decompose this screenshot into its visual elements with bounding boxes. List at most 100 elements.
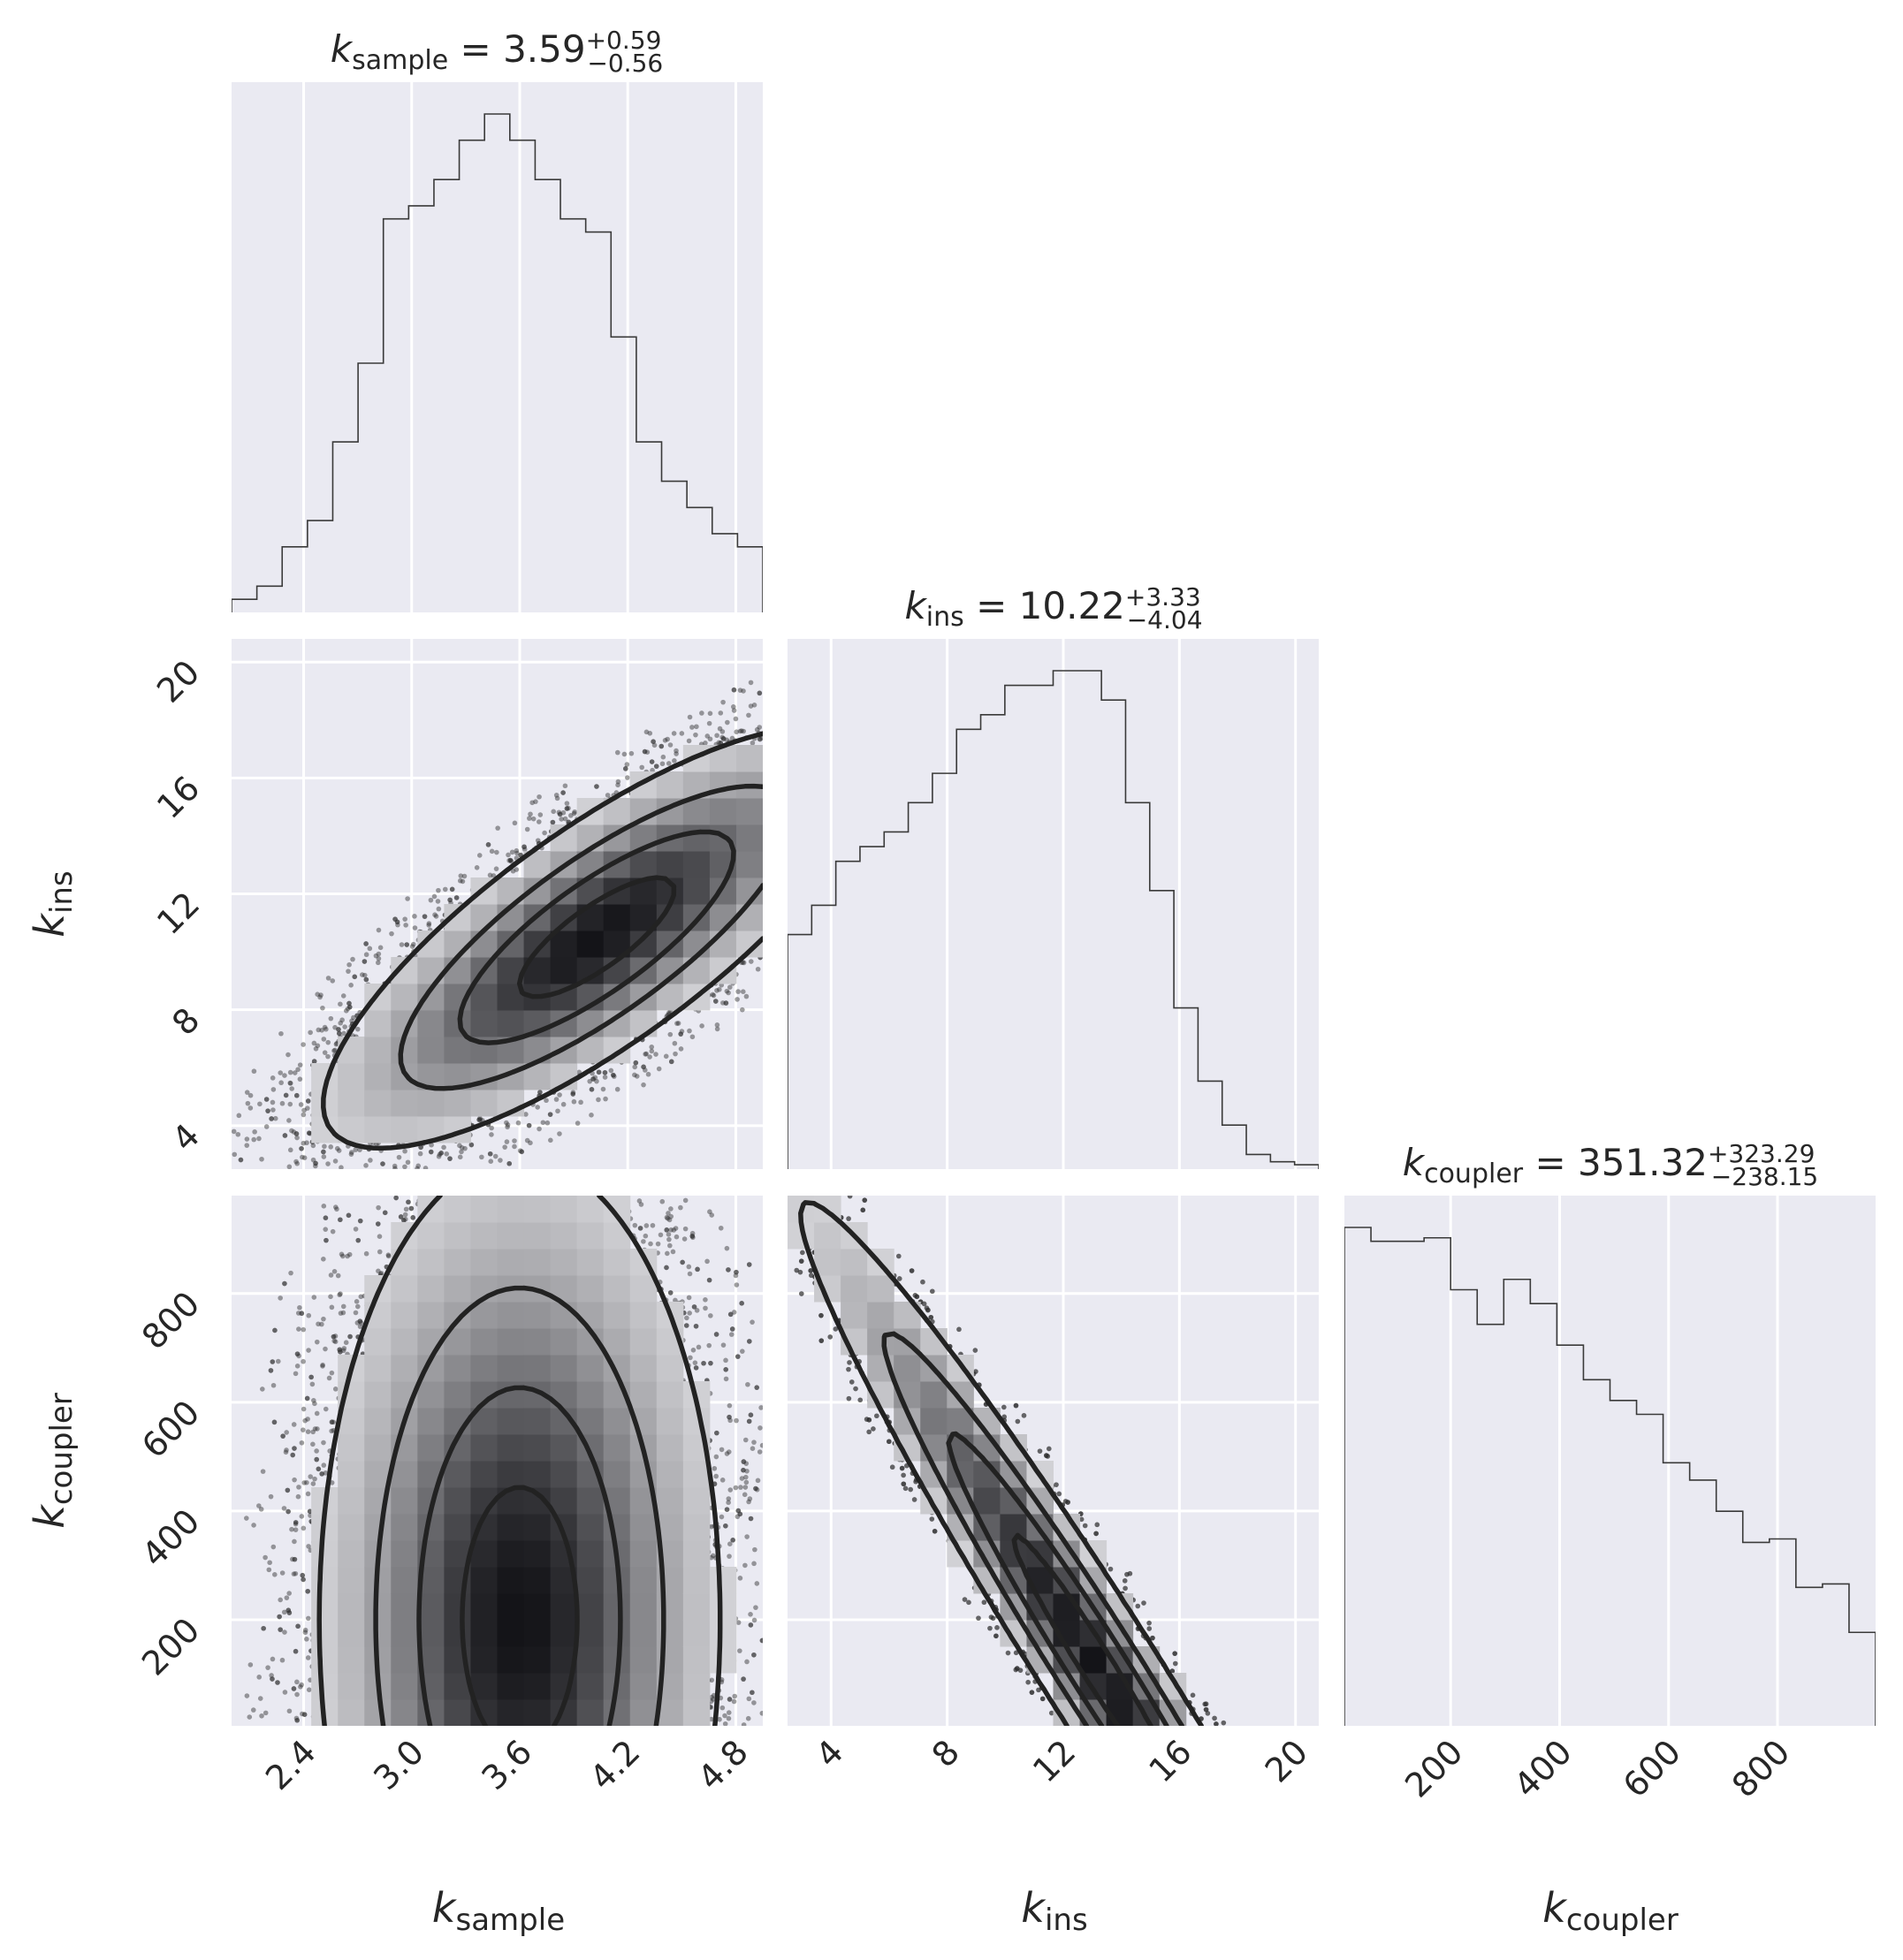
- density-cell: [497, 1355, 525, 1382]
- scatter-point: [735, 1620, 742, 1625]
- scatter-point: [476, 853, 483, 858]
- scatter-point: [719, 734, 725, 741]
- scatter-point: [1039, 1696, 1046, 1702]
- scatter-point: [402, 1164, 407, 1169]
- scatter-point: [392, 1166, 398, 1169]
- scatter-point: [557, 1131, 562, 1136]
- panel-title-sample: ksample = 3.59+0.59 −0.56: [331, 26, 663, 79]
- scatter-point: [930, 1288, 935, 1295]
- scatter-point: [299, 1145, 304, 1151]
- scatter-point: [739, 1301, 744, 1306]
- scatter-point: [887, 1439, 892, 1445]
- scatter-point: [447, 897, 453, 903]
- scatter-point: [332, 1204, 339, 1210]
- density-cell: [417, 1090, 445, 1117]
- scatter-point: [310, 1441, 316, 1447]
- density-cell: [391, 1487, 418, 1515]
- scatter-point: [298, 1684, 303, 1690]
- scatter-point: [243, 1516, 249, 1521]
- scatter-point: [382, 1210, 388, 1216]
- density-cell: [576, 1593, 605, 1621]
- scatter-point: [560, 1101, 567, 1107]
- scatter-point: [550, 819, 556, 825]
- scatter-point: [547, 1112, 553, 1117]
- scatter-point: [639, 764, 645, 771]
- scatter-point: [245, 1100, 251, 1106]
- scatter-point: [901, 1481, 907, 1487]
- scatter-point: [748, 1622, 754, 1628]
- scatter-point: [695, 1266, 700, 1272]
- scatter-point: [723, 1523, 728, 1529]
- scatter-point: [1123, 1585, 1128, 1592]
- scatter-point: [684, 1315, 689, 1321]
- contour-line: [881, 1331, 1184, 1726]
- x-tick-label-ins: 20: [1258, 1732, 1315, 1789]
- x-tick-label-coupler: 600: [1616, 1732, 1688, 1804]
- scatter-point: [594, 1078, 599, 1084]
- scatter-point: [726, 1496, 732, 1501]
- scatter-point: [260, 1469, 266, 1474]
- scatter-point: [860, 1207, 866, 1213]
- scatter-point: [701, 1360, 706, 1366]
- scatter-point: [422, 914, 428, 919]
- scatter-point: [660, 754, 666, 760]
- density-cell: [656, 1487, 684, 1515]
- scatter-point: [896, 1276, 902, 1281]
- scatter-point: [282, 1133, 288, 1138]
- density-cell: [338, 1673, 365, 1700]
- scatter-point: [447, 1156, 453, 1161]
- scatter-point: [734, 1417, 739, 1424]
- scatter-point: [632, 1072, 637, 1078]
- scatter-point: [346, 1212, 352, 1219]
- density-cell: [629, 1514, 658, 1541]
- scatter-point: [487, 1151, 493, 1157]
- scatter-point: [285, 1487, 291, 1493]
- density-cell: [338, 1487, 365, 1515]
- density-cell: [497, 1434, 525, 1462]
- scatter-point: [283, 1092, 289, 1098]
- density-cell: [576, 1355, 605, 1382]
- scatter-point: [693, 732, 698, 738]
- scatter-point: [628, 750, 635, 756]
- scatter-point: [376, 951, 382, 957]
- scatter-point: [403, 1206, 409, 1212]
- scatter-point: [311, 1398, 316, 1403]
- scatter-point: [889, 1464, 895, 1470]
- scatter-point: [596, 1069, 602, 1075]
- scatter-point: [1146, 1620, 1152, 1626]
- scatter-point: [285, 1607, 292, 1614]
- scatter-point: [731, 687, 737, 693]
- scatter-point: [727, 1402, 733, 1409]
- scatter-point: [476, 1117, 482, 1122]
- scatter-point: [727, 1697, 733, 1702]
- scatter-point: [530, 816, 537, 822]
- scatter-point: [280, 1433, 285, 1439]
- density-cell: [656, 1355, 684, 1382]
- density-cell: [311, 1593, 339, 1621]
- scatter-point: [301, 1406, 307, 1412]
- scatter-point: [447, 897, 453, 903]
- scatter-point: [508, 858, 514, 864]
- scatter-point: [615, 779, 621, 785]
- scatter-point: [723, 1376, 729, 1382]
- scatter-point: [899, 1465, 905, 1471]
- density-cell: [338, 1090, 365, 1117]
- scatter-point: [323, 1215, 329, 1221]
- scatter-point: [658, 743, 665, 749]
- scatter-point: [314, 1448, 319, 1454]
- scatter-point: [714, 1430, 719, 1436]
- scatter-point: [928, 1314, 934, 1320]
- scatter-point: [346, 969, 351, 974]
- scatter-point: [295, 1623, 301, 1630]
- scatter-point: [270, 1107, 276, 1113]
- density-cell: [391, 1302, 418, 1329]
- scatter-point: [328, 1015, 334, 1022]
- scatter-point: [323, 1406, 329, 1412]
- scatter-point: [305, 1417, 310, 1422]
- density-cell: [417, 1302, 445, 1329]
- scatter-point: [323, 1215, 329, 1221]
- scatter-point: [686, 738, 692, 744]
- scatter-point: [1124, 1571, 1130, 1577]
- scatter-point: [921, 1301, 927, 1307]
- scatter-point: [707, 710, 713, 717]
